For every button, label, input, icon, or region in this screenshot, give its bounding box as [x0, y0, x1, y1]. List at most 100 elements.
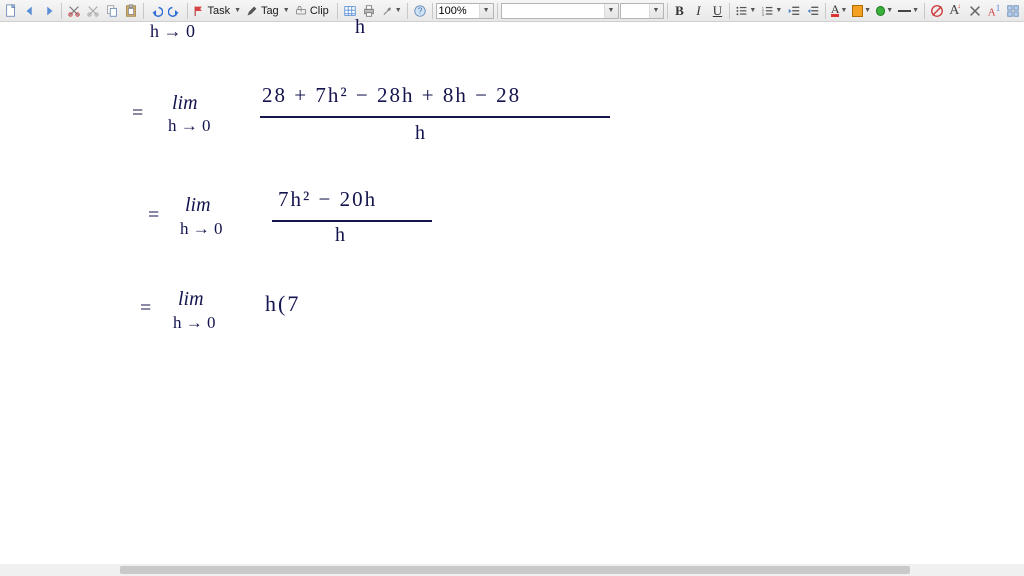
redo-button[interactable] [166, 2, 184, 20]
math-lim2: lim [185, 194, 211, 216]
math-eq1: = [132, 102, 143, 124]
wrench-icon [381, 4, 394, 18]
note-canvas[interactable]: h → 0 h = lim h → 0 28 + 7h² − 28h + 8h … [0, 22, 1024, 576]
underline-icon: U [713, 3, 722, 19]
indent-icon [806, 4, 820, 18]
cut2-button[interactable] [84, 2, 102, 20]
math-numer1: 28 + 7h² − 28h + 8h − 28 [262, 84, 521, 107]
main-toolbar: Task ▼ Tag ▼ Clip ▼ ? ▼ ▼ ▼ B I U [0, 0, 1024, 22]
clip-icon [295, 4, 307, 18]
more-button[interactable] [1004, 2, 1022, 20]
chevron-down-icon[interactable]: ▼ [479, 4, 493, 18]
chevron-down-icon[interactable]: ▼ [604, 4, 618, 18]
math-denom2: h [335, 224, 345, 246]
x-icon [968, 4, 982, 18]
pen-icon [246, 4, 258, 18]
strike-icon [930, 4, 944, 18]
separator [143, 3, 144, 19]
chevron-down-icon: ▼ [886, 7, 893, 14]
math-expr3: h(7 [265, 292, 300, 316]
copy-button[interactable] [103, 2, 121, 20]
circle-icon [876, 6, 885, 16]
font-size-input[interactable] [621, 4, 649, 18]
paste-button[interactable] [122, 2, 140, 20]
scissors-icon [67, 4, 81, 18]
nav-back-button[interactable] [21, 2, 39, 20]
line-icon [898, 10, 911, 12]
chevron-down-icon: ▼ [840, 7, 847, 14]
strike-button[interactable] [928, 2, 946, 20]
chevron-down-icon: ▼ [912, 7, 919, 14]
tag-label: Tag [258, 5, 282, 17]
clipboard-icon [124, 4, 138, 18]
outdent-button[interactable] [785, 2, 803, 20]
new-doc-button[interactable] [2, 2, 20, 20]
bullets-button[interactable]: ▼ [733, 2, 758, 20]
undo-icon [149, 4, 163, 18]
math-eq2: = [148, 204, 159, 226]
svg-text:3: 3 [762, 11, 765, 16]
horizontal-scrollbar[interactable] [0, 564, 1024, 576]
chevron-down-icon: ▼ [775, 7, 782, 14]
math-fragment-denom: h [355, 16, 365, 38]
math-limsub3: h → 0 [173, 314, 216, 333]
close-button[interactable] [966, 2, 984, 20]
chevron-down-icon: ▼ [283, 7, 290, 14]
chevron-down-icon: ▼ [864, 7, 871, 14]
grid-icon [1006, 4, 1020, 18]
numbering-button[interactable]: 123 ▼ [759, 2, 784, 20]
tag-button[interactable]: Tag ▼ [244, 2, 292, 20]
italic-icon: I [696, 3, 700, 19]
italic-button[interactable]: I [689, 2, 707, 20]
superscript-icon: A1 [988, 3, 1001, 19]
math-limsub2: h → 0 [180, 220, 223, 239]
task-button[interactable]: Task ▼ [191, 2, 243, 20]
clip-button[interactable]: Clip [293, 2, 334, 20]
redo-icon [168, 4, 182, 18]
scissors-icon [86, 4, 100, 18]
math-denom1: h [415, 122, 425, 144]
highlight-button[interactable]: ▼ [850, 2, 873, 20]
separator [187, 3, 188, 19]
underline-button[interactable]: U [708, 2, 726, 20]
options-button[interactable]: ▼ [379, 2, 404, 20]
text-style-button[interactable]: A ↓ [947, 2, 965, 20]
math-lim1: lim [172, 92, 198, 114]
bullets-icon [735, 4, 748, 18]
chevron-down-icon: ▼ [234, 7, 241, 14]
separator [667, 3, 668, 19]
font-name-input[interactable] [502, 4, 604, 18]
svg-text:?: ? [417, 6, 422, 15]
flag-icon [193, 4, 205, 18]
math-numer2: 7h² − 20h [278, 188, 377, 211]
bold-button[interactable]: B [670, 2, 688, 20]
font-color-icon: A [831, 4, 840, 17]
font-name-combo[interactable]: ▼ [501, 3, 619, 19]
undo-button[interactable] [147, 2, 165, 20]
separator [729, 3, 730, 19]
clip-label: Clip [307, 5, 332, 17]
numbering-icon: 123 [761, 4, 774, 18]
math-fragment-limsub: h → 0 [150, 22, 195, 42]
indent-button[interactable] [804, 2, 822, 20]
math-fracline1 [260, 116, 610, 118]
bold-icon: B [675, 3, 684, 19]
math-lim3: lim [178, 288, 204, 310]
nav-forward-button[interactable] [40, 2, 58, 20]
page-icon [4, 4, 18, 18]
font-size-combo[interactable]: ▼ [620, 3, 664, 19]
separator [432, 3, 433, 19]
line-style-button[interactable]: ▼ [896, 2, 921, 20]
scrollbar-thumb[interactable] [120, 566, 910, 574]
triangle-left-icon [23, 4, 37, 18]
help-button[interactable]: ? [411, 2, 429, 20]
cut-button[interactable] [65, 2, 83, 20]
zoom-input[interactable] [437, 4, 479, 18]
shape-fill-button[interactable]: ▼ [874, 2, 895, 20]
chevron-down-icon[interactable]: ▼ [649, 4, 663, 18]
zoom-combo[interactable]: ▼ [436, 3, 494, 19]
math-limsub1: h → 0 [168, 117, 211, 136]
math-fracline2 [272, 220, 432, 222]
font-color-button[interactable]: A ▼ [829, 2, 849, 20]
superscript-button[interactable]: A1 [985, 2, 1003, 20]
